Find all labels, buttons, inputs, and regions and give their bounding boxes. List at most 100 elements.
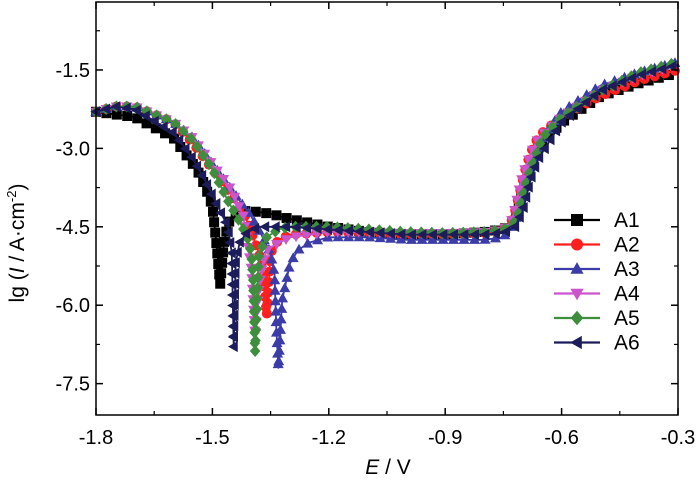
- y-tick-label: -6.0: [56, 295, 90, 317]
- data-point-A6: [580, 96, 591, 108]
- data-point-A3: [479, 233, 491, 244]
- data-point-A6: [149, 115, 159, 127]
- x-axis-unit: / V: [379, 456, 411, 479]
- data-point-A3: [385, 233, 397, 243]
- data-point-A4: [271, 239, 283, 250]
- data-point-A6: [186, 151, 196, 163]
- data-point-A6: [322, 223, 333, 235]
- data-point-A1: [215, 278, 226, 289]
- data-point-A1: [111, 109, 122, 120]
- data-point-A6: [416, 229, 427, 241]
- data-point-A4: [233, 202, 245, 213]
- data-point-A1: [250, 206, 261, 217]
- data-point-A5: [249, 344, 261, 357]
- data-point-A2: [262, 298, 273, 309]
- data-point-A5: [253, 250, 265, 263]
- data-point-A4: [229, 192, 241, 203]
- data-point-A3: [277, 292, 289, 303]
- data-point-A3: [287, 252, 299, 263]
- data-point-A5: [177, 125, 189, 138]
- data-point-A6: [231, 246, 242, 258]
- data-point-A3: [274, 334, 286, 345]
- data-point-A3: [312, 234, 324, 245]
- data-point-A6: [385, 228, 395, 240]
- data-point-A1: [169, 133, 180, 144]
- data-point-A2: [263, 277, 274, 288]
- data-point-A6: [179, 143, 190, 155]
- data-point-A3: [555, 107, 567, 117]
- data-point-A3: [469, 234, 481, 244]
- data-point-A5: [197, 149, 209, 162]
- data-point-A3: [268, 264, 280, 274]
- data-point-A3: [302, 237, 314, 248]
- data-point-A3: [276, 303, 288, 313]
- data-point-A6: [490, 228, 500, 240]
- data-point-A6: [210, 197, 221, 209]
- data-point-A6: [458, 229, 469, 241]
- data-point-A1: [160, 128, 171, 139]
- data-point-A6: [290, 221, 301, 233]
- data-point-A6: [229, 278, 240, 290]
- legend-item-A1: A1: [554, 209, 640, 232]
- legend-marker-A5: [570, 310, 584, 326]
- data-point-A3: [458, 234, 470, 244]
- data-point-A3: [275, 324, 287, 334]
- data-point-A2: [261, 308, 272, 319]
- data-point-A1: [212, 248, 223, 259]
- data-point-A1: [187, 158, 198, 169]
- data-point-A3: [273, 345, 285, 355]
- data-point-A6: [525, 171, 536, 183]
- y-axis-suffix: ): [6, 184, 29, 191]
- data-point-A6: [140, 110, 150, 122]
- data-point-A5: [250, 323, 262, 336]
- data-point-A6: [157, 121, 168, 133]
- data-point-A6: [353, 225, 364, 237]
- legend-item-A6: A6: [554, 332, 640, 355]
- data-point-A4: [300, 231, 312, 241]
- x-tick-label: -1.2: [312, 427, 346, 449]
- data-point-A5: [209, 167, 220, 180]
- axis-layer: -1.8 -1.5 -1.2 -0.9 -0.6 -0.3 -7.5 -6.0 -4.5 -3.0…: [56, 2, 695, 449]
- legend-item-A5: A5: [554, 307, 640, 330]
- data-point-A5: [244, 242, 256, 255]
- data-point-A6: [427, 229, 437, 241]
- data-point-A3: [269, 274, 281, 285]
- legend-marker-A2: [571, 238, 583, 251]
- data-point-A3: [269, 284, 281, 295]
- data-point-A6: [249, 223, 260, 235]
- data-point-A6: [666, 60, 677, 72]
- x-tick-label: -0.3: [661, 427, 695, 449]
- legend-label: A2: [614, 234, 640, 257]
- data-point-A6: [616, 76, 627, 88]
- data-point-A1: [281, 213, 292, 224]
- legend-label: A4: [614, 283, 640, 306]
- data-point-A5: [256, 240, 268, 253]
- data-point-A5: [252, 282, 263, 295]
- data-point-A3: [279, 282, 291, 293]
- data-point-A6: [301, 222, 312, 234]
- data-point-A6: [234, 236, 244, 248]
- data-point-A6: [228, 320, 239, 332]
- data-point-A6: [100, 103, 111, 115]
- data-point-A6: [259, 221, 270, 233]
- series-line-A3: [95, 61, 679, 369]
- data-point-A4: [526, 145, 538, 156]
- data-point-A1: [219, 236, 230, 247]
- data-point-A6: [228, 330, 238, 342]
- data-point-A6: [509, 221, 520, 233]
- data-point-A1: [122, 110, 133, 121]
- legend-marker-A6: [570, 335, 582, 350]
- data-point-A1: [261, 208, 272, 219]
- data-point-A4: [513, 185, 525, 196]
- data-point-A5: [185, 132, 197, 145]
- data-point-A5: [540, 128, 551, 141]
- data-point-A6: [626, 72, 637, 84]
- data-point-A1: [150, 123, 161, 134]
- data-point-A6: [201, 179, 212, 191]
- data-point-A5: [203, 158, 215, 171]
- data-point-A1: [198, 177, 209, 188]
- data-point-A3: [395, 233, 407, 244]
- legend-label: A6: [614, 332, 640, 355]
- y-axis-unit: / A·cm: [6, 202, 29, 267]
